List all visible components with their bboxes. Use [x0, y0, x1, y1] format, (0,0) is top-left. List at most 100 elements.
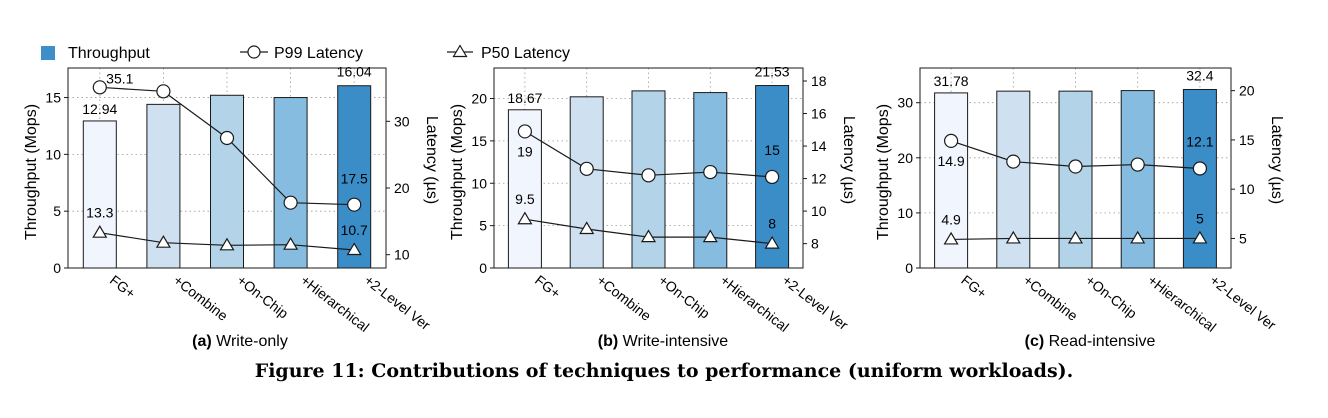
- p99-latency-marker: [1068, 159, 1083, 174]
- data-label: 21.53: [755, 64, 790, 80]
- legend-throughput-label: Throughput: [68, 45, 150, 62]
- y-axis-tick-label: 20: [897, 150, 913, 166]
- y2-axis-tick-label: 5: [1239, 230, 1247, 246]
- legend: Throughput P99 Latency P50 Latency: [41, 44, 570, 62]
- throughput-bar: [337, 85, 372, 269]
- x-axis-category-label: FG+: [958, 272, 990, 302]
- y2-axis-tick-label: 30: [394, 113, 410, 129]
- x-axis-category-label: +Combine: [594, 272, 655, 324]
- y2-axis-tick-label: 20: [1239, 83, 1255, 99]
- legend-throughput-swatch: [41, 46, 55, 60]
- p50-latency-marker: [1067, 230, 1084, 244]
- y-axis-tick-label: 0: [905, 260, 913, 276]
- data-label: 17.5: [341, 171, 368, 187]
- throughput-bar: [569, 96, 604, 269]
- p99-latency-marker: [156, 84, 171, 99]
- data-label: 19: [517, 143, 533, 159]
- y-axis-label: Throughput (Mops): [449, 104, 466, 240]
- p99-latency-marker: [517, 124, 533, 139]
- subfigure-caption-text: Read-intensive: [1049, 333, 1156, 350]
- y2-axis-tick-label: 20: [394, 180, 410, 196]
- p99-latency-marker: [943, 133, 959, 149]
- data-label: 10.7: [341, 222, 368, 238]
- p50-latency-marker: [640, 229, 657, 243]
- p50-latency-marker: [92, 224, 108, 238]
- y-axis-label: Throughput (Mops): [875, 104, 892, 240]
- data-label: 12.94: [82, 101, 117, 117]
- data-label: 12.1: [1186, 133, 1213, 149]
- y-axis-tick-label: 10: [897, 205, 913, 221]
- data-label: 5: [1196, 210, 1204, 226]
- p50-latency-marker: [1192, 230, 1208, 244]
- p99-latency-marker: [764, 169, 780, 185]
- data-label: 14.9: [937, 153, 964, 169]
- chart-panels: 0 5 10 15 10 20 30 Throughput (Mops) Latency (µs…: [23, 64, 1285, 350]
- y-axis-tick-label: 5: [479, 218, 487, 234]
- y-axis-tick-label: 15: [45, 90, 61, 106]
- subfigure-caption: (c) Read-intensive: [1025, 333, 1156, 350]
- chart-panel-2: 0 5 10 15 20 8 10 12 14 16 18 Throughput (Mops) Late…: [449, 64, 857, 350]
- x-axis-category-label: +2-Level Ver: [361, 272, 433, 333]
- p50-latency-marker: [1005, 230, 1021, 244]
- y2-axis-label: Latency (µs): [840, 116, 857, 204]
- p50-latency-marker: [702, 229, 718, 243]
- y-axis-tick-label: 5: [53, 203, 61, 219]
- subfigure-caption-tag: (c): [1025, 333, 1049, 350]
- p99-latency-marker: [219, 130, 235, 146]
- subfigure-caption-text: Write-intensive: [623, 333, 729, 350]
- legend-p50-marker: [452, 44, 468, 58]
- data-label: 13.3: [86, 205, 113, 221]
- subfigure-caption-text: Write-only: [216, 333, 288, 350]
- plot-frame: [67, 67, 387, 269]
- y2-axis-tick-label: 10: [811, 203, 827, 219]
- y2-axis-label: Latency (µs): [423, 116, 440, 204]
- x-axis-category-label: +Hierarchical: [1145, 272, 1220, 335]
- p50-latency-marker: [1130, 230, 1146, 244]
- legend-p99-label: P99 Latency: [274, 45, 363, 62]
- figure-caption: Figure 11: Contributions of techniques t…: [254, 360, 1074, 382]
- x-axis-category-label: +On-Chip: [234, 272, 292, 322]
- y2-axis-tick-label: 8: [811, 236, 819, 252]
- y2-axis-tick-label: 10: [1239, 181, 1255, 197]
- y2-axis-tick-label: 10: [394, 247, 410, 263]
- p50-latency-marker: [219, 237, 235, 251]
- legend-p99-marker: [247, 45, 261, 59]
- data-label: 31.78: [934, 73, 969, 89]
- p50-latency-marker: [155, 234, 171, 248]
- x-axis-category-label: FG+: [107, 272, 139, 302]
- plot-frame: [493, 67, 804, 269]
- x-axis-category-label: +Hierarchical: [298, 272, 373, 335]
- y-axis-tick-label: 30: [897, 95, 913, 111]
- throughput-bar: [82, 120, 117, 269]
- y2-axis-tick-label: 16: [811, 106, 827, 122]
- p99-latency-marker: [1192, 161, 1208, 176]
- p99-latency-marker: [1006, 154, 1021, 169]
- p99-latency-marker: [1130, 157, 1145, 172]
- subfigure-caption-tag: (b): [598, 333, 623, 350]
- legend-p50-label: P50 Latency: [481, 45, 570, 62]
- p50-latency-marker: [943, 231, 959, 245]
- y-axis-tick-label: 15: [471, 133, 487, 149]
- x-axis-category-label: FG+: [532, 272, 564, 302]
- y2-axis-tick-label: 14: [811, 138, 827, 154]
- y-axis-label: Throughput (Mops): [23, 104, 40, 240]
- p99-latency-marker: [283, 195, 298, 210]
- data-label: 9.5: [515, 191, 535, 207]
- subfigure-caption: (b) Write-intensive: [598, 333, 728, 350]
- data-label: 16.04: [337, 64, 372, 80]
- y2-axis-tick-label: 18: [811, 73, 827, 89]
- y2-axis-tick-label: 15: [1239, 132, 1255, 148]
- data-label: 18.67: [507, 90, 542, 106]
- chart-panel-3: 0 10 20 30 5 10 15 20 Throughput (Mops) Latency (…: [875, 67, 1285, 350]
- x-axis-category-label: +On-Chip: [1083, 272, 1141, 322]
- subfigure-caption-tag: (a): [192, 333, 216, 350]
- p99-latency-marker: [92, 80, 107, 95]
- y-axis-tick-label: 0: [53, 260, 61, 276]
- x-axis-category-label: +On-Chip: [656, 272, 714, 322]
- y-axis-tick-label: 10: [471, 175, 487, 191]
- plot-frame: [919, 67, 1232, 269]
- data-label: 35.1: [106, 70, 133, 86]
- data-label: 8: [768, 216, 776, 232]
- y-axis-tick-label: 10: [45, 146, 61, 162]
- x-axis-category-label: +Combine: [171, 272, 232, 324]
